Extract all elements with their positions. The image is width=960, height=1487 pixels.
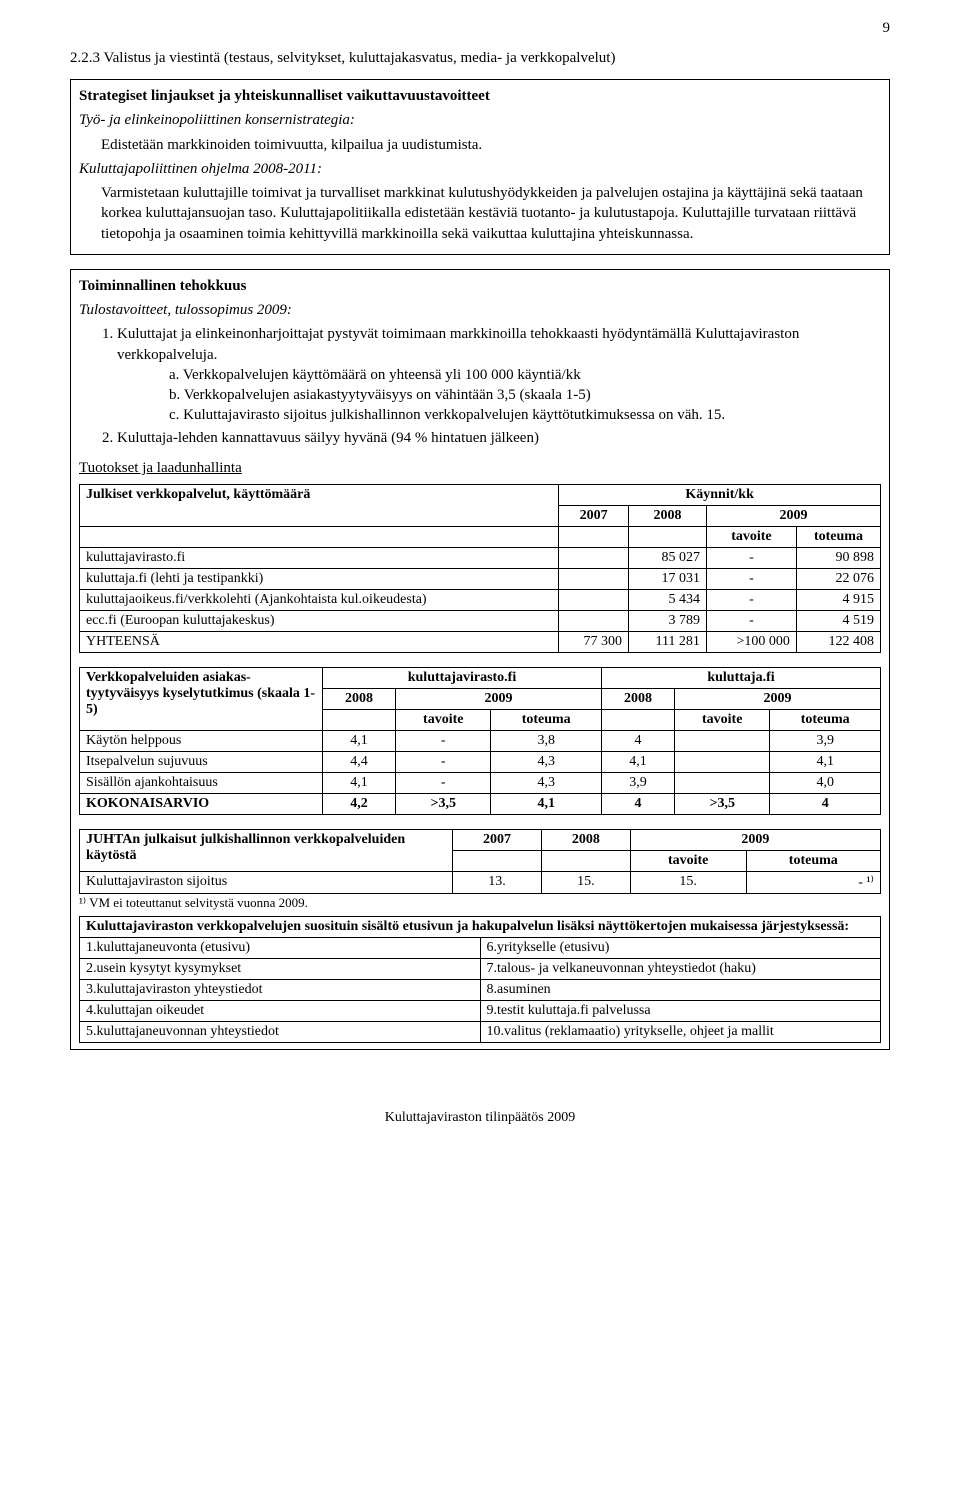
t1-col-2008: 2008 [629, 506, 707, 527]
t2-group-right: kuluttaja.fi [601, 668, 880, 689]
t2-header-left: Verkkopalveluiden asiakas- tyytyväisyys … [80, 668, 323, 731]
table-juhta: JUHTAn julkaisut julkishallinnon verkkop… [79, 829, 881, 894]
t4-header: Kuluttajaviraston verkkopalvelujen suosi… [80, 916, 881, 937]
table-row: 2.usein kysytyt kysymykset 7.talous- ja … [80, 958, 881, 979]
table-kaynnit: Julkiset verkkopalvelut, käyttömäärä Käy… [79, 484, 881, 653]
box2-tuotokset: Tuotokset ja laadunhallinta [79, 458, 881, 478]
box1-para2-text: Varmistetaan kuluttajille toimivat ja tu… [79, 183, 881, 244]
box2-item1a: a. Verkkopalvelujen käyttömäärä on yhtee… [169, 365, 881, 385]
table-row: kuluttajavirasto.fi 85 027 - 90 898 [80, 548, 881, 569]
table-row: kuluttajaoikeus.fi/verkkolehti (Ajankoht… [80, 590, 881, 611]
box1-heading: Strategiset linjaukset ja yhteiskunnalli… [79, 86, 881, 106]
t2-group-left: kuluttajavirasto.fi [323, 668, 602, 689]
box1-para1-text: Edistetään markkinoiden toimivuutta, kil… [79, 135, 881, 155]
table-row-total: KOKONAISARVIO 4,2 >3,5 4,1 4 >3,5 4 [80, 794, 881, 815]
section-title: 2.2.3 Valistus ja viestintä (testaus, se… [70, 50, 890, 67]
table-row: ecc.fi (Euroopan kuluttajakeskus) 3 789 … [80, 611, 881, 632]
box2-heading: Toiminnallinen tehokkuus [79, 276, 881, 296]
table-row: 3.kuluttajaviraston yhteystiedot 8.asumi… [80, 979, 881, 1000]
box-strategiset: Strategiset linjaukset ja yhteiskunnalli… [70, 79, 890, 255]
table-tyytyvaisyys: Verkkopalveluiden asiakas- tyytyväisyys … [79, 667, 881, 815]
page-number: 9 [883, 20, 891, 37]
box2-item1c: c. Kuluttajavirasto sijoitus julkishalli… [169, 405, 881, 425]
t1-col-2007: 2007 [559, 506, 629, 527]
table-row: 4.kuluttajan oikeudet 9.testit kuluttaja… [80, 1000, 881, 1021]
table-row-total: YHTEENSÄ 77 300 111 281 >100 000 122 408 [80, 632, 881, 653]
t3-header: JUHTAn julkaisut julkishallinnon verkkop… [80, 830, 453, 872]
footer-text: Kuluttajaviraston tilinpäätös 2009 [70, 1110, 890, 1126]
table-row: Käytön helppous 4,1 - 3,8 4 3,9 [80, 731, 881, 752]
box2-item2: Kuluttaja-lehden kannattavuus säilyy hyv… [117, 428, 881, 448]
table-row: Itsepalvelun sujuvuus 4,4 - 4,3 4,1 4,1 [80, 752, 881, 773]
table-row: 1.kuluttajaneuvonta (etusivu) 6.yritykse… [80, 937, 881, 958]
box1-para1-label: Työ- ja elinkeinopoliittinen konsernistr… [79, 112, 355, 128]
t1-col-2009: 2009 [706, 506, 880, 527]
box-toiminnallinen: Toiminnallinen tehokkuus Tulostavoitteet… [70, 269, 890, 1050]
box2-item1b: b. Verkkopalvelujen asiakastyytyväisyys … [169, 385, 881, 405]
t1-sub-tavoite: tavoite [706, 527, 796, 548]
t1-sub-toteuma: toteuma [796, 527, 880, 548]
table-row: Sisällön ajankohtaisuus 4,1 - 4,3 3,9 4,… [80, 773, 881, 794]
box2-sub: Tulostavoitteet, tulossopimus 2009: [79, 300, 881, 320]
t1-header-right: Käynnit/kk [559, 485, 881, 506]
t1-header-main: Julkiset verkkopalvelut, käyttömäärä [80, 485, 559, 527]
footnote-1: ¹⁾ VM ei toteuttanut selvitystä vuonna 2… [79, 894, 881, 912]
table-row: 5.kuluttajaneuvonnan yhteystiedot 10.val… [80, 1021, 881, 1042]
box1-para2-label: Kuluttajapoliittinen ohjelma 2008-2011: [79, 161, 322, 177]
table-row: Kuluttajaviraston sijoitus 13. 15. 15. -… [80, 872, 881, 894]
table-row: kuluttaja.fi (lehti ja testipankki) 17 0… [80, 569, 881, 590]
box2-item1: Kuluttajat ja elinkeinonharjoittajat pys… [117, 324, 881, 425]
table-suosituin: Kuluttajaviraston verkkopalvelujen suosi… [79, 916, 881, 1043]
